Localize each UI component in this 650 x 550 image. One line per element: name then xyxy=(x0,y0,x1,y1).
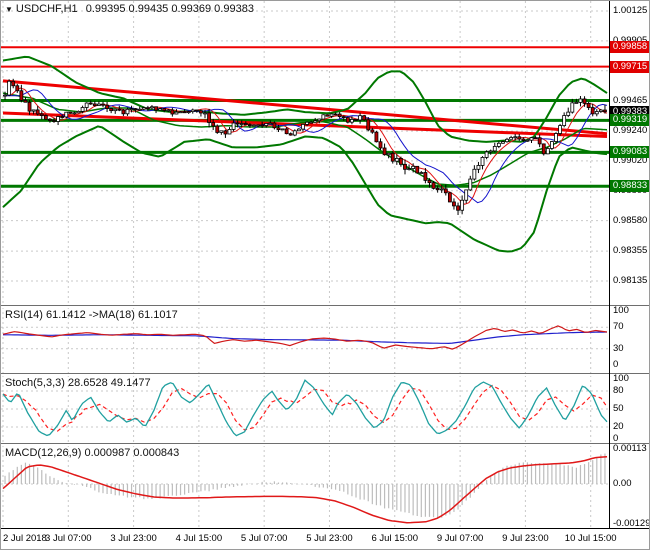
macd-panel: MACD(12,26,9) 0.000987 0.000843 0.00113 0… xyxy=(1,442,650,530)
time-axis: 2 Jul 2018 3 Jul 07:00 3 Jul 23:00 4 Jul 15… xyxy=(1,529,649,549)
time-tick-label: 3 Jul 07:00 xyxy=(45,533,92,544)
price-badge: 0.99083 xyxy=(610,146,649,159)
panel-separator xyxy=(1,443,649,446)
stoch-tick-label: 0 xyxy=(613,433,619,444)
rsi-title: RSI(14) 61.1412 ->MA(18) 61.1017 xyxy=(5,309,178,321)
price-tick-label: 0.99020 xyxy=(613,154,648,166)
time-tick-label: 10 Jul 15:00 xyxy=(564,533,617,544)
price-tick-label: 0.98580 xyxy=(613,214,648,226)
symbol-period-label: USDCHF,H1 xyxy=(15,3,78,15)
time-tick-label: 5 Jul 07:00 xyxy=(240,533,288,544)
price-badge: 0.99319 xyxy=(610,114,649,127)
macd-tick-label: 0.00113 xyxy=(613,442,647,454)
macd-axis: 0.00113 0.00 -0.001293 xyxy=(609,442,650,530)
price-tick-label: 0.98355 xyxy=(613,245,648,257)
price-tick-label: 0.99240 xyxy=(613,125,648,137)
macd-tick-label: -0.001293 xyxy=(613,518,650,530)
stoch-tick-label: 20 xyxy=(613,421,624,432)
macd-title: MACD(12,26,9) 0.000987 0.000843 xyxy=(5,447,180,459)
chart-title: ▼ USDCHF,H1 0.99395 0.99435 0.99369 0.993… xyxy=(5,3,254,15)
price-tick-label: 1.00125 xyxy=(613,5,648,16)
macd-tick-label: 0.00 xyxy=(613,478,632,489)
price-panel: ▼ USDCHF,H1 0.99395 0.99435 0.99369 0.993… xyxy=(1,1,650,305)
time-axis-divider xyxy=(1,528,649,529)
rsi-plot[interactable] xyxy=(1,307,650,373)
rsi-axis: 100 70 30 0 xyxy=(609,305,649,373)
price-axis: 1.001250.999050.996850.994650.992400.990… xyxy=(609,1,649,305)
stochastic-title: Stoch(5,3,3) 28.6528 49.1477 xyxy=(5,377,151,389)
price-tick-label: 0.99905 xyxy=(613,35,647,47)
time-tick-label: 2 Jul 2018 xyxy=(3,533,47,544)
price-chart-plot[interactable] xyxy=(1,1,650,305)
rsi-tick-label: 100 xyxy=(613,305,629,316)
rsi-tick-label: 0 xyxy=(613,359,619,370)
time-tick-label: 3 Jul 23:00 xyxy=(110,533,157,544)
rsi-tick-label: 70 xyxy=(613,321,624,333)
macd-plot[interactable] xyxy=(1,445,650,528)
price-axis-divider xyxy=(609,1,610,529)
stoch-tick-label: 80 xyxy=(613,385,624,396)
price-tick-label: 0.99465 xyxy=(613,94,648,106)
stoch-tick-label: 100 xyxy=(613,373,629,384)
price-badge: 0.99858 xyxy=(610,41,649,54)
time-tick-label: 9 Jul 07:00 xyxy=(436,533,484,544)
price-badge: 0.99715 xyxy=(610,60,649,73)
stochastic-panel: Stoch(5,3,3) 28.6528 49.1477 100 80 50 20 0 xyxy=(1,373,650,444)
price-tick-label: 0.98135 xyxy=(613,275,648,286)
symbol-dropdown-icon[interactable]: ▼ xyxy=(5,5,13,14)
time-tick-label: 5 Jul 23:00 xyxy=(306,533,353,544)
rsi-panel: RSI(14) 61.1412 ->MA(18) 61.1017 100 70 30… xyxy=(1,305,650,373)
panel-separator xyxy=(1,305,649,308)
time-tick-label: 6 Jul 15:00 xyxy=(371,533,418,544)
panel-separator xyxy=(1,373,649,376)
stoch-tick-label: 50 xyxy=(613,403,624,414)
stochastic-axis: 100 80 50 20 0 xyxy=(609,373,649,444)
ohlc-values: 0.99395 0.99435 0.99369 0.99383 xyxy=(85,3,254,15)
stochastic-plot[interactable] xyxy=(1,375,650,443)
time-tick-label: 9 Jul 23:00 xyxy=(502,533,549,544)
time-tick-label: 4 Jul 15:00 xyxy=(175,533,223,544)
rsi-tick-label: 30 xyxy=(613,342,624,354)
price-badge: 0.98833 xyxy=(610,180,649,193)
